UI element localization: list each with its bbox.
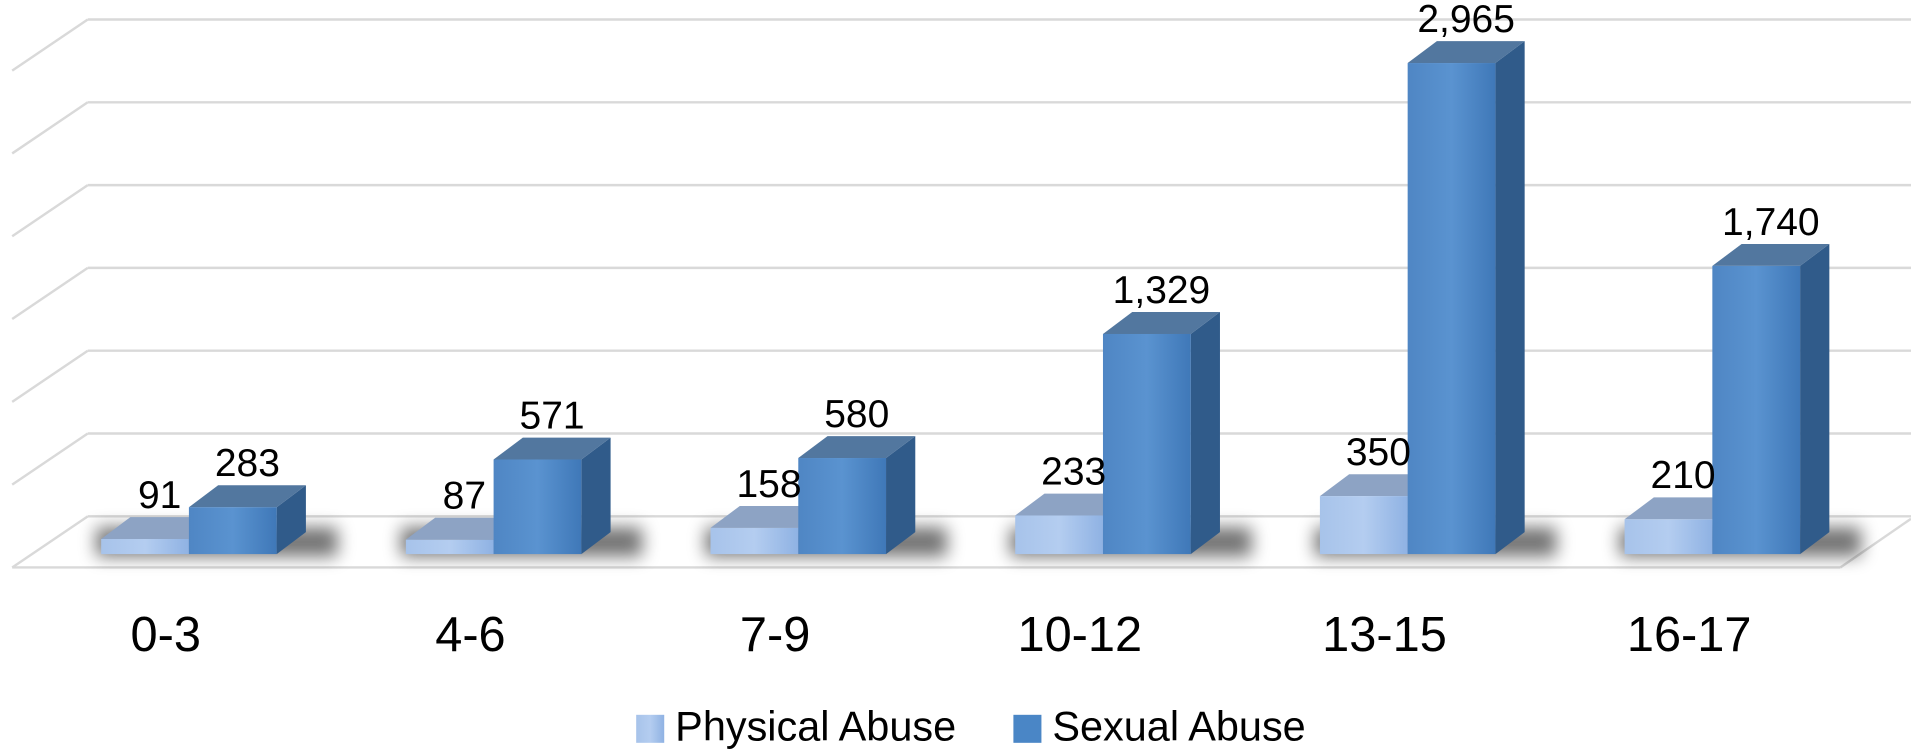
x-tick-label: 7-9 xyxy=(740,608,810,662)
x-tick-label: 0-3 xyxy=(131,608,201,662)
side-grid-line xyxy=(11,349,89,403)
x-tick-label: 16-17 xyxy=(1627,608,1752,662)
bar-side xyxy=(1495,41,1525,555)
bar xyxy=(188,507,277,555)
labels: 91 283 0-3 87 571 4-6 158 580 7-9 233 1,329 10-12 35… xyxy=(131,0,1820,662)
bar xyxy=(710,527,799,555)
x-tick-label: 4-6 xyxy=(435,608,505,662)
floor-back-line xyxy=(1839,517,1911,569)
bar-top xyxy=(188,485,306,508)
data-label: 350 xyxy=(1346,431,1411,474)
data-label: 91 xyxy=(138,474,181,517)
legend-swatch xyxy=(1013,714,1042,743)
data-label: 87 xyxy=(443,475,486,518)
data-label: 283 xyxy=(215,442,280,485)
bar-top xyxy=(1102,312,1220,334)
x-tick-label: 13-15 xyxy=(1322,608,1447,662)
side-grid-line xyxy=(11,432,89,486)
grid xyxy=(11,18,1911,569)
bar xyxy=(493,459,582,555)
bar xyxy=(101,539,189,555)
legend-swatch xyxy=(636,714,665,743)
bar xyxy=(1102,333,1191,555)
side-grid-line xyxy=(11,101,89,155)
side-grid-line xyxy=(11,515,89,569)
bar-top xyxy=(493,437,611,460)
bar-top xyxy=(1712,243,1830,266)
bar xyxy=(798,458,887,555)
bar-side xyxy=(276,485,306,555)
side-grid-line xyxy=(11,266,89,321)
bar-top xyxy=(798,436,916,459)
legend: Physical Abuse Sexual Abuse xyxy=(636,703,1306,749)
data-label: 233 xyxy=(1041,450,1106,493)
data-label: 571 xyxy=(520,394,585,437)
bar xyxy=(405,539,494,555)
bar-side xyxy=(1190,312,1220,555)
x-tick-label: 10-12 xyxy=(1017,608,1142,662)
data-label: 1,329 xyxy=(1113,269,1211,312)
data-label: 1,740 xyxy=(1722,201,1820,244)
bar xyxy=(1015,515,1103,555)
side-grid-line xyxy=(11,18,89,72)
bar xyxy=(1712,265,1801,555)
bar-side xyxy=(581,437,611,555)
side-grid-line xyxy=(11,184,89,238)
bar-top xyxy=(1407,41,1525,64)
data-label: 210 xyxy=(1651,454,1716,497)
bar xyxy=(1624,519,1713,555)
legend-label: Sexual Abuse xyxy=(1052,703,1305,749)
legend-label: Physical Abuse xyxy=(675,703,956,749)
bar xyxy=(1407,63,1496,555)
bar-side xyxy=(1800,243,1830,555)
bar xyxy=(1319,496,1408,555)
bars xyxy=(96,41,1862,557)
data-label: 2,965 xyxy=(1417,0,1515,41)
data-label: 580 xyxy=(824,393,889,436)
data-label: 158 xyxy=(737,463,802,506)
bar-side xyxy=(886,436,916,555)
